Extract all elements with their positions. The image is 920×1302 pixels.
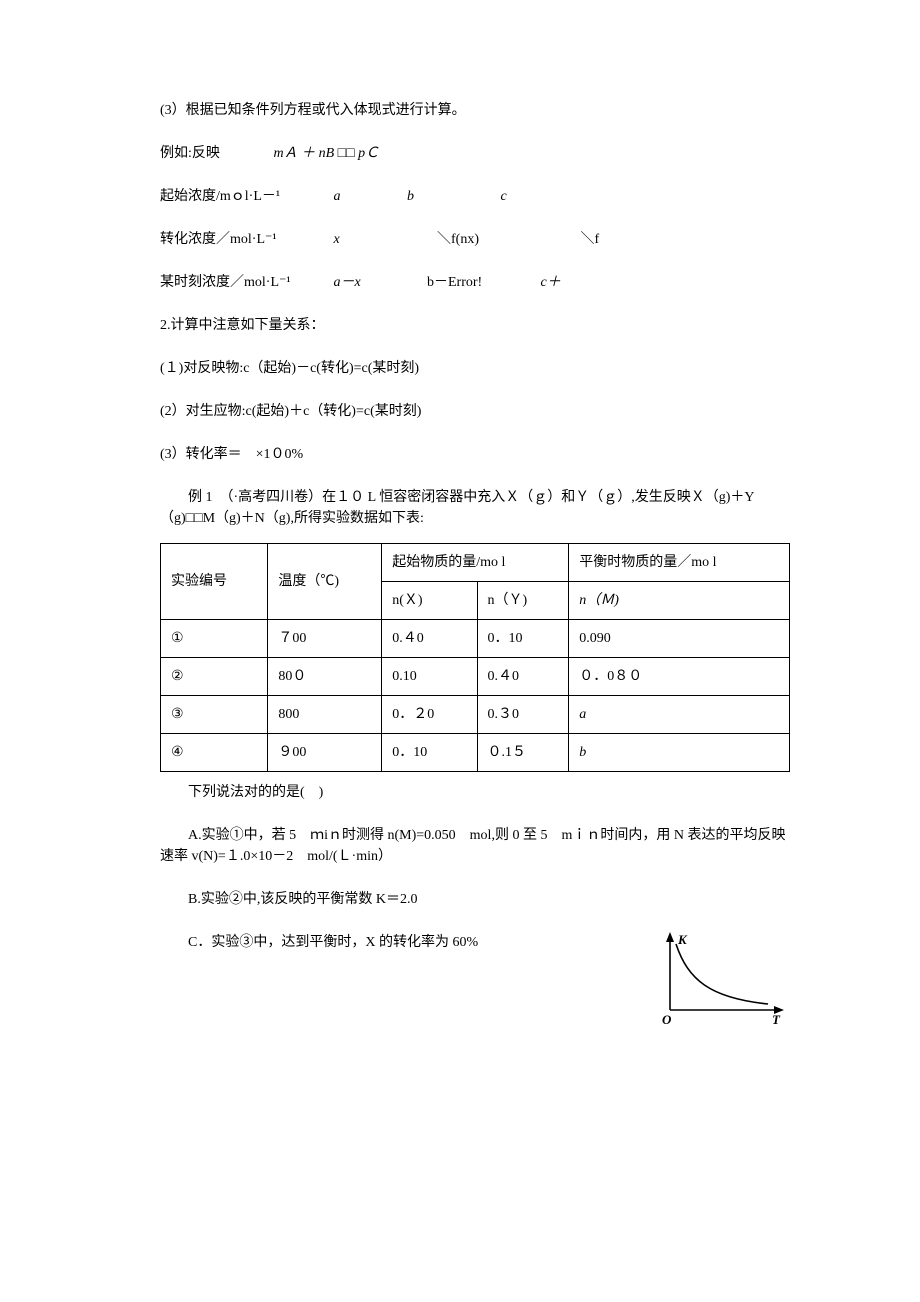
cell: 0．10 xyxy=(477,620,569,658)
th-temp: 温度（℃) xyxy=(268,544,382,620)
th-initial-mol: 起始物质的量/mo l xyxy=(382,544,569,582)
row-t-c: c＋ xyxy=(541,272,561,293)
option-c: C．实验③中，达到平衡时，X 的转化率为 60% xyxy=(160,932,630,953)
document-page: (3）根据已知条件列方程或代入体现式进行计算。 例如:反映 mＡ ＋ nB □□… xyxy=(0,0,920,1302)
cell: ０.1５ xyxy=(477,734,569,772)
cell: ９00 xyxy=(268,734,382,772)
option-a: A.实验①中，若 5 ｍiｎ时测得 n(M)=0.050 mol,则 0 至 5… xyxy=(132,825,790,867)
row-conv-label: 转化浓度／mol·L⁻¹ xyxy=(160,229,330,250)
relation-1: (１)对反映物:c（起始)－c(转化)=c(某时刻) xyxy=(160,358,790,379)
table-header-row-1: 实验编号 温度（℃) 起始物质的量/mo l 平衡时物质的量／mo l xyxy=(161,544,790,582)
row-t-b: b－Error! xyxy=(427,272,537,293)
eq-intro: 例如:反映 xyxy=(160,143,270,164)
cell: 0.３0 xyxy=(477,696,569,734)
question-stem: 下列说法对的的是( ) xyxy=(160,782,790,803)
row-start-c: c xyxy=(501,186,507,207)
cell: 0．10 xyxy=(382,734,477,772)
cell: 80０ xyxy=(268,658,382,696)
section-2-heading: 2.计算中注意如下量关系： xyxy=(160,315,790,336)
th-eq-mol: 平衡时物质的量／mo l xyxy=(569,544,790,582)
table-row: ① ７00 0.４0 0．10 0.090 xyxy=(161,620,790,658)
table-row: ③ 800 0．２0 0.３0 a xyxy=(161,696,790,734)
table-row: ② 80０ 0.10 0.４0 ０．0８０ xyxy=(161,658,790,696)
relation-3: (3）转化率＝ ×1０0% xyxy=(160,444,790,465)
x-axis-label: T xyxy=(772,1012,781,1027)
row-conversion: 转化浓度／mol·L⁻¹ x ＼f(nx) ＼f xyxy=(160,229,790,250)
row-conv-a: x xyxy=(334,229,434,250)
row-start-b: b xyxy=(407,186,497,207)
row-timepoint: 某时刻浓度／mol·L⁻¹ a－x b－Error! c＋ xyxy=(160,272,790,293)
row-t-label: 某时刻浓度／mol·L⁻¹ xyxy=(160,272,330,293)
cell: 0.10 xyxy=(382,658,477,696)
cell: ０．0８０ xyxy=(569,658,790,696)
cell: b xyxy=(569,734,790,772)
cell: ④ xyxy=(161,734,268,772)
example-1-stem: 例 1 （·高考四川卷）在１０ L 恒容密闭容器中充入Ｘ（ｇ）和Ｙ（ｇ）,发生反… xyxy=(132,487,790,529)
cell: 800 xyxy=(268,696,382,734)
cell: ① xyxy=(161,620,268,658)
th-exp-no: 实验编号 xyxy=(161,544,268,620)
row-start-a: a xyxy=(334,186,404,207)
cell: 0.090 xyxy=(569,620,790,658)
th-nm: n（Ｍ) xyxy=(569,582,790,620)
cell: ７00 xyxy=(268,620,382,658)
y-axis-arrow xyxy=(666,932,674,942)
row-conv-b: ＼f(nx) xyxy=(437,229,577,250)
y-axis-label: K xyxy=(677,932,688,947)
kt-graph: K O T xyxy=(650,932,790,1022)
origin-label: O xyxy=(662,1012,672,1027)
experiment-table: 实验编号 温度（℃) 起始物质的量/mo l 平衡时物质的量／mo l n(Ｘ)… xyxy=(160,543,790,772)
th-nx: n(Ｘ) xyxy=(382,582,477,620)
table-row: ④ ９00 0．10 ０.1５ b xyxy=(161,734,790,772)
curve xyxy=(676,944,768,1004)
kt-graph-svg: K O T xyxy=(650,932,790,1027)
cell: a xyxy=(569,696,790,734)
paragraph-step3: (3）根据已知条件列方程或代入体现式进行计算。 xyxy=(160,100,790,121)
row-t-a: a－x xyxy=(334,272,424,293)
eq-main: mＡ ＋ nB □□ pＣ xyxy=(274,143,380,164)
cell: ② xyxy=(161,658,268,696)
option-c-row: C．实验③中，达到平衡时，X 的转化率为 60% K O T xyxy=(160,932,790,1022)
cell: 0.４0 xyxy=(477,658,569,696)
cell: 0．２0 xyxy=(382,696,477,734)
row-start-label: 起始浓度/mｏl·L－¹ xyxy=(160,186,330,207)
relation-2: (2）对生应物:c(起始)＋c（转化)=c(某时刻) xyxy=(160,401,790,422)
row-conv-c: ＼f xyxy=(581,229,600,250)
option-b: B.实验②中,该反映的平衡常数 K＝2.0 xyxy=(160,889,790,910)
equation-example-line: 例如:反映 mＡ ＋ nB □□ pＣ xyxy=(160,143,790,164)
cell: 0.４0 xyxy=(382,620,477,658)
th-ny: n（Ｙ) xyxy=(477,582,569,620)
cell: ③ xyxy=(161,696,268,734)
row-start: 起始浓度/mｏl·L－¹ a b c xyxy=(160,186,790,207)
